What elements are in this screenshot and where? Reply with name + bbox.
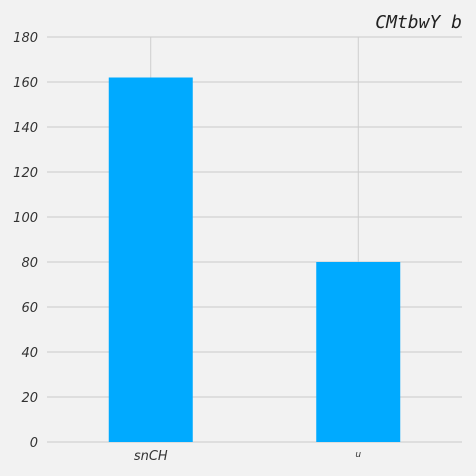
chart-title: CMtbwY b bbox=[375, 12, 462, 33]
y-tick-label: 160 bbox=[13, 76, 38, 91]
y-tick-label: 60 bbox=[21, 301, 38, 316]
y-axis-ticks: 0 20 40 60 80 100 120 140 160 180 bbox=[13, 31, 38, 451]
bars bbox=[108, 77, 401, 442]
bar-snCH bbox=[108, 77, 193, 442]
y-tick-label: 120 bbox=[13, 166, 38, 181]
y-tick-label: 40 bbox=[21, 346, 38, 361]
x-tick-label: snCH bbox=[134, 449, 168, 464]
y-tick-label: 100 bbox=[13, 211, 38, 226]
x-axis-ticks: snCH u bbox=[134, 449, 362, 464]
y-tick-label: 180 bbox=[13, 31, 38, 46]
y-tick-label: 80 bbox=[21, 256, 38, 271]
y-tick-label: 140 bbox=[13, 121, 38, 136]
x-tick-label: u bbox=[355, 450, 361, 460]
y-tick-label: 0 bbox=[30, 436, 38, 451]
bar-u bbox=[316, 262, 401, 442]
y-tick-label: 20 bbox=[21, 391, 38, 406]
